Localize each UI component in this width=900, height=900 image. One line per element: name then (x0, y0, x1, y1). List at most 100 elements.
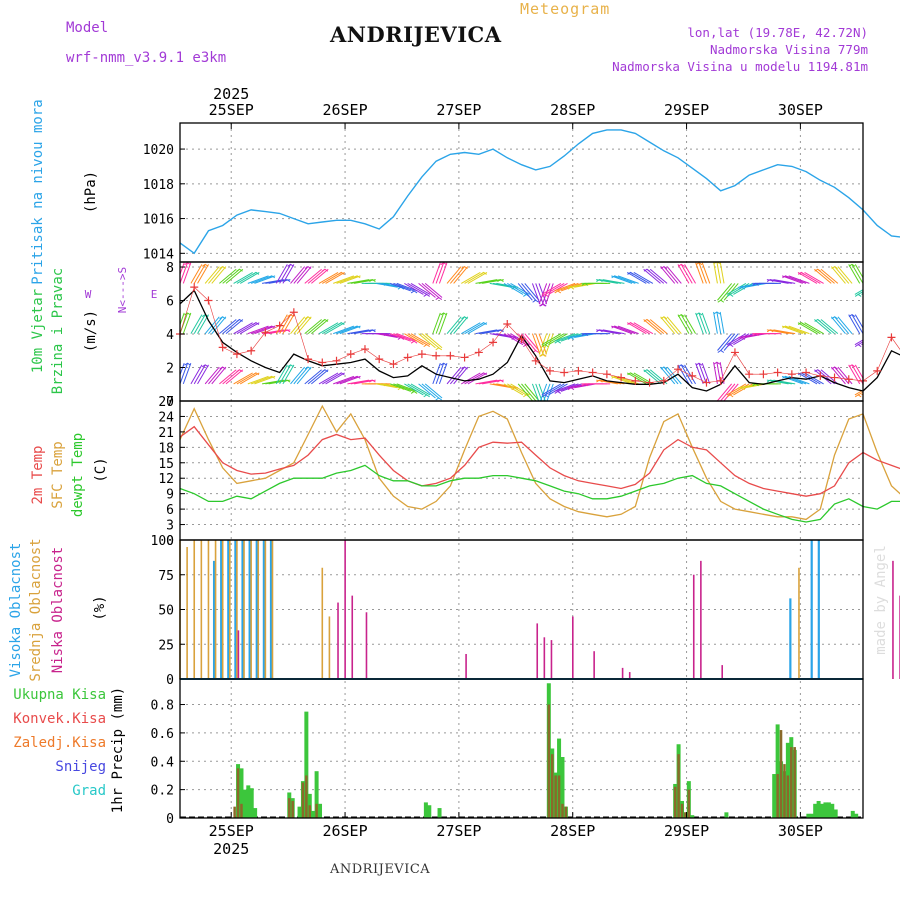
wind-arrow-head (554, 390, 562, 394)
wind-arrow (503, 333, 524, 346)
wind-arrow (225, 369, 244, 385)
wind-arrow (339, 375, 361, 385)
watermark: made by Angel (873, 545, 889, 655)
pressure-line (179, 129, 900, 255)
wind-arrow (236, 271, 257, 284)
y-tick-label-1014: 1014 (143, 247, 174, 262)
wind-arrow (726, 333, 747, 346)
wind-arrow (239, 322, 260, 335)
precip-conv-bar (240, 803, 243, 818)
wind-arrow-head (677, 263, 685, 267)
wind-arrow (396, 282, 418, 292)
wind-arrow (404, 333, 424, 346)
wind-arrow (521, 333, 537, 351)
wind-arrow (680, 364, 693, 385)
wind-arrow (421, 383, 440, 399)
wind-arrow (713, 311, 718, 334)
wind-arrow (304, 319, 322, 335)
grid-lines (180, 123, 863, 819)
wind-arrow (418, 333, 436, 349)
wind-arrow-head (321, 268, 329, 272)
wind-arrow (435, 262, 445, 284)
wind-arrow (503, 383, 524, 396)
wind-arrow-head (660, 366, 668, 370)
wind-arrow (695, 312, 704, 334)
precip-conv-bar (776, 774, 779, 818)
wind-arrow (475, 279, 498, 284)
wind-arrow-head (867, 388, 873, 390)
wind-arrow-head (713, 311, 721, 315)
precip-total-bar (854, 813, 859, 818)
wind-arrow (698, 262, 707, 284)
wind-arrow (467, 322, 488, 335)
wind-arrow (333, 325, 355, 335)
wind-arrow-head (695, 312, 703, 316)
wind-arrow (435, 363, 445, 385)
wind-arrow (887, 330, 900, 334)
wind-arrow-head (321, 369, 329, 373)
wind-arrow (446, 366, 462, 385)
wind-arrow (617, 325, 639, 335)
legend-total-rain: Ukupna Kisa (13, 687, 106, 703)
wind-arrow-head (184, 362, 191, 366)
wind-arrow (887, 380, 900, 384)
precip-conv-bar (557, 775, 561, 818)
wind-arrow-head (435, 347, 443, 351)
wind-arrow (663, 266, 679, 284)
wind-arrow-head (567, 286, 575, 290)
wind-arrow (649, 268, 668, 284)
wind-arrow (393, 383, 415, 392)
wind-arrow-head (497, 278, 504, 282)
wind-arrow-head (881, 330, 887, 332)
wind-arrow (797, 271, 818, 284)
precip-conv-bar (790, 747, 793, 818)
wind-arrow (322, 372, 342, 385)
wind-arrow-head (268, 375, 276, 379)
wind-arrow (446, 316, 462, 334)
wind-arrow (492, 282, 515, 288)
wind-arrow (507, 282, 527, 295)
wind-arrow (239, 271, 260, 284)
wind-arrow (541, 383, 562, 396)
wind-arrow (701, 363, 711, 385)
wind-arrow (524, 333, 540, 351)
wind-arrow (418, 383, 436, 399)
x-day-label-bottom: 25SEP (209, 822, 254, 840)
precip-total-bar (816, 800, 821, 818)
wind-arrow-head (410, 390, 418, 394)
wind-arrow (698, 312, 707, 334)
y-tick-label-0: 0 (166, 673, 174, 688)
wind-arrow (834, 266, 850, 284)
wind-arrow-head (410, 340, 418, 344)
wind-arrow (492, 333, 515, 338)
wind-arrow-head (766, 379, 774, 383)
wind-arrow (350, 329, 373, 335)
wind-arrow-head (540, 405, 546, 407)
wind-arrow (279, 364, 292, 385)
wind-arrow (204, 266, 220, 284)
wind-arrow (548, 282, 568, 295)
wind-arrow (804, 271, 824, 284)
wind-arrow (254, 375, 276, 385)
cloud-mid-axis-title: Srednja Oblacnost (28, 538, 44, 681)
wind-arrow-head (353, 375, 361, 379)
temp-units: (C) (93, 457, 109, 482)
wind-arrow (554, 333, 576, 342)
wind-arrow (375, 383, 398, 389)
precip-total-bar (427, 805, 432, 818)
wind-arrow (720, 333, 736, 351)
wind-arrow (180, 363, 188, 385)
wind-arrow (854, 264, 863, 279)
wind-arrow (684, 314, 696, 334)
precip-conv-bar (288, 798, 291, 818)
y-tick-label-18: 18 (158, 441, 174, 456)
wind-arrow (848, 314, 861, 334)
wind-arrow (336, 275, 358, 284)
lonlat-label: lon,lat (19.78E, 42.72N) (687, 25, 868, 40)
wind-arrow-head (726, 344, 734, 348)
wind-arrow-head (541, 344, 549, 348)
legend-snow: Snijeg (55, 759, 106, 775)
wind-arrow (531, 333, 541, 355)
wind-arrow (290, 266, 306, 284)
x-day-label-top: 25SEP (209, 101, 254, 119)
